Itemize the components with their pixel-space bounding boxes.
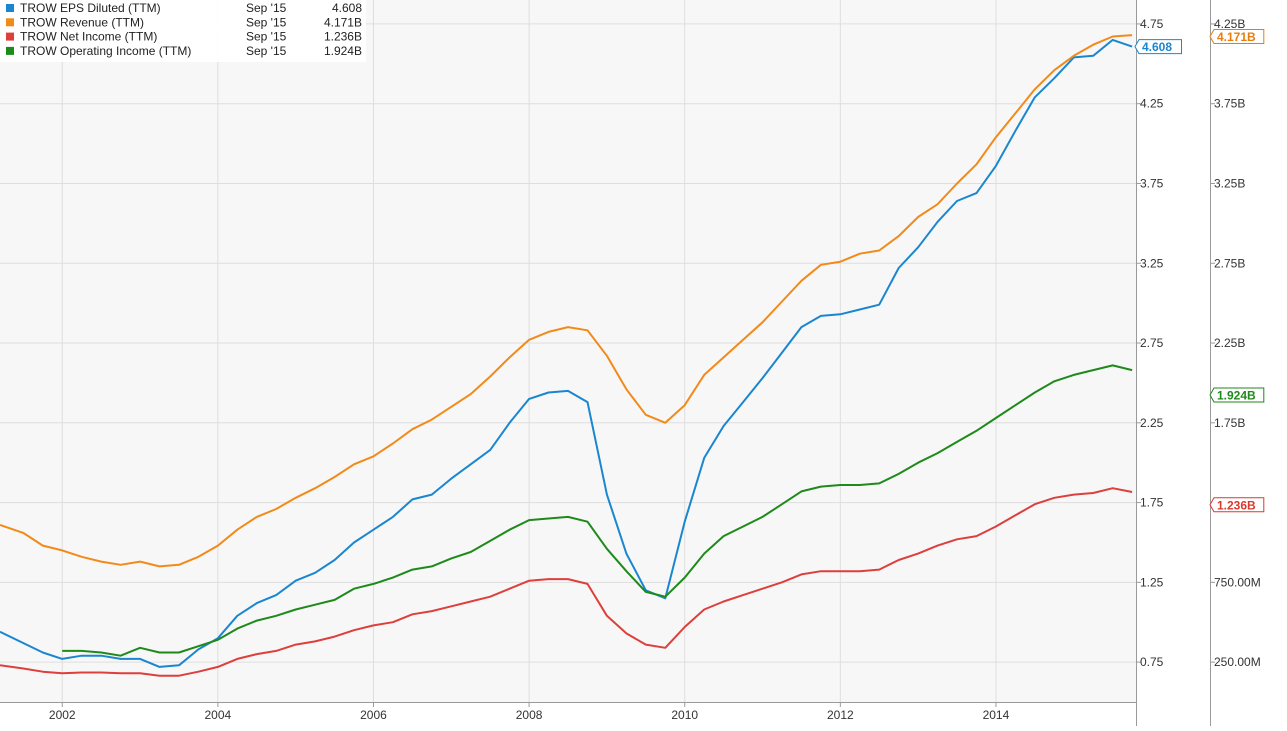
legend-series-name: TROW EPS Diluted (TTM)	[20, 1, 161, 15]
left-tick-label: 4.25	[1140, 97, 1164, 111]
left-tick-label: 0.75	[1140, 655, 1164, 669]
x-tick-label: 2010	[671, 708, 698, 722]
left-tick-label: 2.75	[1140, 336, 1164, 350]
value-badge-1: 4.171B	[1209, 29, 1265, 44]
right-tick-label: 3.25B	[1214, 176, 1245, 190]
left-tick-label: 1.75	[1140, 496, 1164, 510]
series-line-3	[62, 364, 1133, 657]
legend-value: 1.924B	[324, 44, 362, 58]
value-badge-label: 1.236B	[1217, 498, 1256, 512]
x-tick-label: 2002	[49, 708, 76, 722]
x-tick-label: 2008	[516, 708, 543, 722]
value-badge-3: 1.924B	[1209, 387, 1265, 403]
right-tick-label: 4.25B	[1214, 17, 1245, 31]
legend-series-name: TROW Revenue (TTM)	[20, 15, 144, 29]
value-badge-2: 1.236B	[1209, 497, 1265, 513]
right-tick-label: 2.75B	[1214, 256, 1245, 270]
last-value-badges: 4.608 4.171B 1.924B 1.236B	[1134, 29, 1265, 513]
right-tick-label: 250.00M	[1214, 655, 1261, 669]
left-tick-label: 1.25	[1140, 575, 1164, 589]
x-tick-label: 2004	[205, 708, 232, 722]
value-badge-label: 4.608	[1142, 40, 1172, 54]
x-tick-label: 2006	[360, 708, 387, 722]
legend-item-2: TROW Net Income (TTM) Sep '15 1.236B	[6, 30, 362, 44]
right-tick-label: 750.00M	[1214, 575, 1261, 589]
legend-date: Sep '15	[246, 15, 287, 29]
legend-value: 1.236B	[324, 30, 362, 44]
series-line-1	[0, 34, 1133, 568]
right-tick-label: 1.75B	[1214, 416, 1245, 430]
axes: 0.75 1.25 1.75 2.25 2.75 3.25 3.75 4.25 4.75 250.…	[0, 0, 1261, 726]
legend-value: 4.608	[332, 1, 362, 15]
series-lines	[0, 34, 1133, 677]
series-line-2	[0, 487, 1133, 677]
grid	[0, 0, 1136, 702]
legend-swatch	[6, 32, 14, 41]
legend-bg	[0, 0, 366, 62]
left-tick-label: 4.75	[1140, 17, 1164, 31]
right-tick-label: 3.75B	[1214, 97, 1245, 111]
legend-swatch	[6, 46, 14, 55]
legend-swatch	[6, 18, 14, 27]
legend-date: Sep '15	[246, 1, 287, 15]
legend-item-3: TROW Operating Income (TTM) Sep '15 1.924B	[6, 44, 362, 58]
legend-value: 4.171B	[324, 15, 362, 29]
legend-date: Sep '15	[246, 30, 287, 44]
legend-item-0: TROW EPS Diluted (TTM) Sep '15 4.608	[6, 1, 362, 15]
plot-area	[0, 0, 1136, 702]
x-tick-label: 2014	[983, 708, 1010, 722]
legend-series-name: TROW Net Income (TTM)	[20, 30, 157, 44]
left-tick-label: 3.75	[1140, 176, 1164, 190]
value-badge-label: 1.924B	[1217, 389, 1256, 403]
value-badge-label: 4.171B	[1217, 30, 1256, 44]
x-tick-label: 2012	[827, 708, 854, 722]
legend-series-name: TROW Operating Income (TTM)	[20, 44, 191, 58]
right-tick-label: 2.25B	[1214, 336, 1245, 350]
value-badge-0: 4.608	[1134, 39, 1182, 55]
left-tick-label: 3.25	[1140, 256, 1164, 270]
left-tick-label: 2.25	[1140, 416, 1164, 430]
legend-swatch	[6, 4, 14, 12]
legend-date: Sep '15	[246, 44, 287, 58]
legend-item-1: TROW Revenue (TTM) Sep '15 4.171B	[6, 15, 362, 29]
